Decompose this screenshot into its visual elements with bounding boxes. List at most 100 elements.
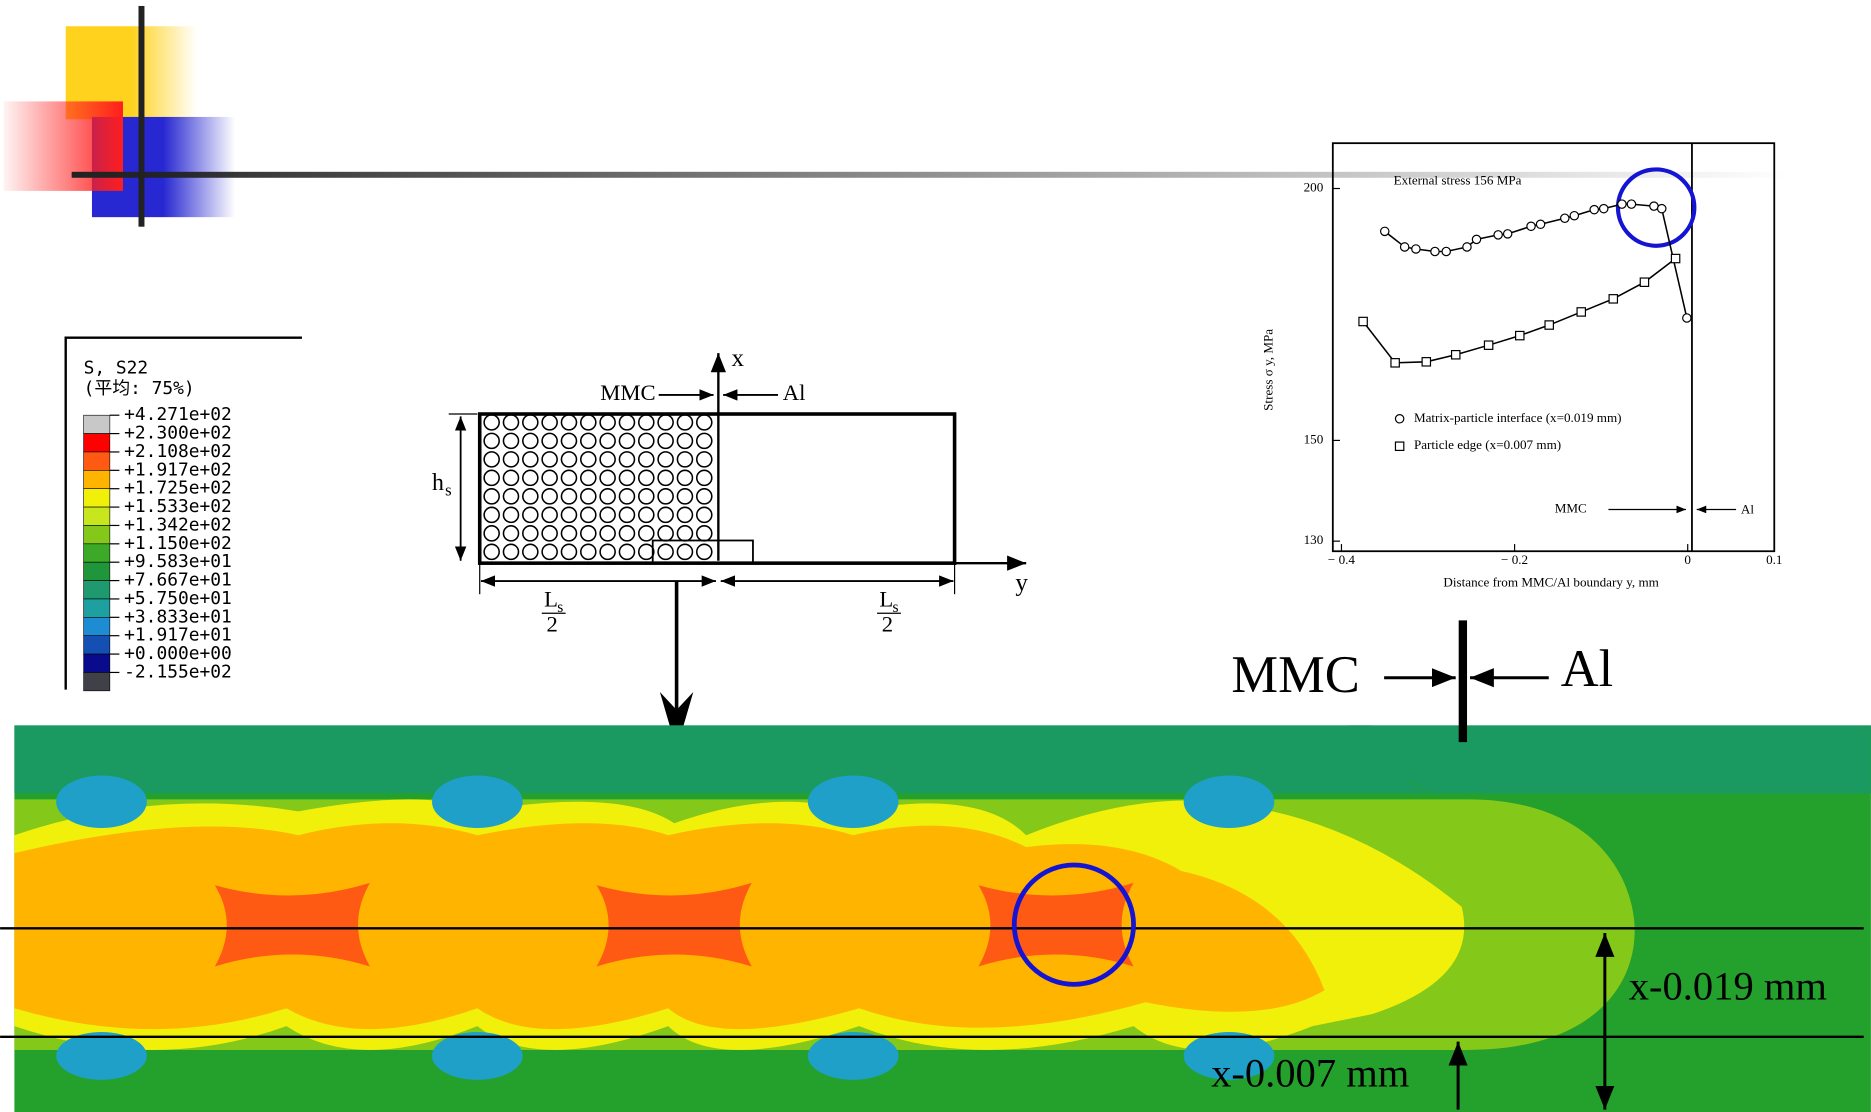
particle <box>561 526 576 541</box>
particle <box>677 507 692 522</box>
series-line <box>1363 259 1675 363</box>
particle <box>503 452 518 467</box>
stress-chart: External stress 156 MPa Distance from MM… <box>1261 143 1783 589</box>
particle <box>503 526 518 541</box>
particle <box>523 507 538 522</box>
particle <box>523 452 538 467</box>
particle <box>600 507 615 522</box>
marker <box>1431 247 1439 255</box>
legend-swatch <box>84 415 110 433</box>
legend-title: S, S22 <box>84 358 149 379</box>
particle <box>697 415 712 430</box>
marker <box>1577 308 1585 316</box>
y-axis-title: Stress σ y, MPa <box>1261 329 1276 411</box>
legend-swatch <box>84 672 110 690</box>
particle <box>639 489 654 504</box>
annotation: x-0.019 mm <box>1629 964 1827 1009</box>
marker <box>1570 212 1578 220</box>
axis-label: x <box>731 345 744 372</box>
label: L <box>544 587 558 612</box>
axis-label: y <box>1015 569 1028 596</box>
marker <box>1463 243 1471 251</box>
particle <box>581 526 596 541</box>
particle <box>484 544 499 559</box>
legend-label: -2.155e+02 <box>124 661 232 682</box>
particle <box>503 470 518 485</box>
annotation: Al <box>1561 640 1614 698</box>
particle <box>542 489 557 504</box>
legend-swatch <box>84 489 110 507</box>
marker <box>1452 351 1460 359</box>
legend-swatch <box>84 636 110 654</box>
particle <box>561 470 576 485</box>
particle <box>600 526 615 541</box>
particle <box>697 433 712 448</box>
particle <box>484 507 499 522</box>
contour-plot: x-0.019 mm x-0.007 mm MMC Al <box>0 620 1871 1112</box>
particle <box>523 544 538 559</box>
annotation: External stress 156 MPa <box>1394 172 1522 187</box>
schematic: x y MMC Al h s L s 2 L s 2 <box>432 345 1028 749</box>
spot <box>808 1032 899 1080</box>
marker <box>1484 341 1492 349</box>
label: 2 <box>547 612 558 637</box>
field <box>597 883 752 967</box>
particle <box>639 433 654 448</box>
particle <box>639 470 654 485</box>
particle <box>561 489 576 504</box>
marker <box>1400 243 1408 251</box>
particle <box>484 415 499 430</box>
slide: S, S22 (平均: 75%) +4.271e+02+2.300e+02+2.… <box>0 0 1871 1112</box>
legend-label: Particle edge (x=0.007 mm) <box>1414 437 1561 452</box>
spot <box>56 1032 147 1080</box>
particle <box>523 470 538 485</box>
marker <box>1561 214 1569 222</box>
x-tick-label: − 0.4 <box>1328 552 1356 567</box>
particle <box>484 470 499 485</box>
marker <box>1671 254 1679 262</box>
particle <box>658 526 673 541</box>
particle <box>523 526 538 541</box>
particle <box>503 507 518 522</box>
particle <box>523 415 538 430</box>
particle <box>619 452 634 467</box>
x-tick-label: − 0.2 <box>1501 552 1528 567</box>
particle <box>619 526 634 541</box>
particle <box>600 489 615 504</box>
particle <box>677 415 692 430</box>
particle <box>639 544 654 559</box>
label: 2 <box>882 612 893 637</box>
label: s <box>445 480 452 499</box>
particle <box>561 452 576 467</box>
particle <box>523 489 538 504</box>
marker <box>1359 317 1367 325</box>
particle <box>658 507 673 522</box>
spot <box>432 1032 523 1080</box>
particle <box>697 526 712 541</box>
particle <box>658 489 673 504</box>
legend-swatch <box>84 581 110 599</box>
particle <box>697 470 712 485</box>
particle <box>542 526 557 541</box>
y-tick-label: 200 <box>1304 180 1324 195</box>
particle <box>581 507 596 522</box>
marker <box>1545 321 1553 329</box>
legend-swatch <box>84 507 110 525</box>
marker <box>1412 245 1420 253</box>
particle <box>600 452 615 467</box>
marker <box>1658 204 1666 212</box>
particle <box>600 470 615 485</box>
particle <box>503 544 518 559</box>
legend-swatch <box>84 525 110 543</box>
marker <box>1627 200 1635 208</box>
label: h <box>432 470 444 496</box>
deco <box>72 172 1790 178</box>
particle <box>639 526 654 541</box>
particle <box>581 544 596 559</box>
marker <box>1640 278 1648 286</box>
marker <box>1536 220 1544 228</box>
spot <box>808 776 899 828</box>
legend-swatch <box>84 654 110 672</box>
particle <box>484 433 499 448</box>
legend-swatch <box>84 434 110 452</box>
